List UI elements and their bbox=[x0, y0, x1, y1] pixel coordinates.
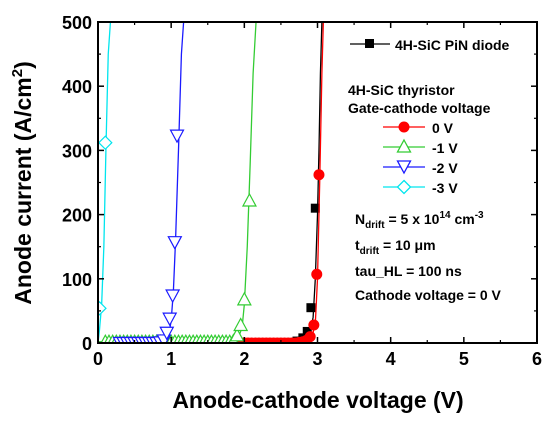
data-point-0-v bbox=[308, 319, 320, 331]
data-point-3-v bbox=[98, 135, 113, 151]
legend-label-1v: -1 V bbox=[432, 140, 458, 156]
y-tick-label: 200 bbox=[62, 206, 92, 226]
data-point-2-v bbox=[169, 129, 185, 144]
legend-label-0v: 0 V bbox=[432, 120, 454, 136]
y-tick-label: 400 bbox=[62, 77, 92, 97]
series-line-0-v bbox=[98, 22, 325, 343]
x-tick-label: 0 bbox=[93, 349, 103, 369]
y-axis-label: Anode current (A/cm2) bbox=[9, 61, 36, 305]
annotation-tdrift: tdrift = 10 μm bbox=[355, 237, 436, 257]
legend-marker-0v bbox=[398, 121, 410, 133]
y-tick-label: 100 bbox=[62, 270, 92, 290]
data-point-0-v bbox=[313, 169, 325, 181]
data-point-2-v bbox=[159, 326, 175, 341]
annotation-tau: tau_HL = 100 ns bbox=[355, 263, 462, 279]
x-axis-label: Anode-cathode voltage (V) bbox=[172, 387, 463, 413]
data-point-4h-sic-pin-diode bbox=[302, 326, 312, 336]
data-point-1-v bbox=[233, 317, 249, 332]
series-line-3-v bbox=[98, 22, 112, 343]
legend-label-pin: 4H-SiC PiN diode bbox=[395, 37, 510, 53]
data-point-4h-sic-pin-diode bbox=[306, 303, 316, 313]
x-tick-label: 3 bbox=[312, 349, 322, 369]
data-point-3-v bbox=[98, 300, 107, 316]
y-tick-label: 0 bbox=[82, 334, 92, 354]
legend-label-2v: -2 V bbox=[432, 160, 458, 176]
legend: 4H-SiC PiN diode 4H-SiC thyristor Gate-c… bbox=[348, 37, 510, 196]
y-tick-label: 500 bbox=[62, 13, 92, 33]
data-point-2-v bbox=[162, 312, 178, 327]
x-tick-label: 5 bbox=[459, 349, 469, 369]
data-point-1-v bbox=[229, 327, 245, 342]
data-point-1-v bbox=[236, 291, 252, 306]
legend-marker-pin bbox=[365, 39, 374, 48]
annotations: Ndrift = 5 x 1014 cm-3 tdrift = 10 μm ta… bbox=[355, 210, 502, 303]
annotation-cathode: Cathode voltage = 0 V bbox=[355, 287, 502, 303]
x-tick-label: 4 bbox=[386, 349, 396, 369]
y-tick-label: 300 bbox=[62, 141, 92, 161]
legend-group-subtitle: Gate-cathode voltage bbox=[348, 100, 491, 116]
data-point-4h-sic-pin-diode bbox=[310, 203, 320, 213]
legend-marker-1v bbox=[396, 138, 412, 153]
x-tick-label: 2 bbox=[239, 349, 249, 369]
legend-marker-3v bbox=[396, 179, 412, 195]
legend-label-3v: -3 V bbox=[432, 180, 458, 196]
data-point-0-v bbox=[304, 331, 316, 343]
data-point-0-v bbox=[311, 268, 323, 280]
legend-marker-2v bbox=[396, 160, 412, 175]
annotation-ndrift: Ndrift = 5 x 1014 cm-3 bbox=[355, 210, 484, 231]
data-point-2-v bbox=[165, 289, 181, 304]
data-point-1-v bbox=[241, 192, 257, 207]
series-line-4h-sic-pin-diode bbox=[98, 22, 323, 343]
x-tick-label: 1 bbox=[166, 349, 176, 369]
data-point-2-v bbox=[167, 236, 183, 250]
series-layer bbox=[98, 22, 325, 343]
legend-group-title: 4H-SiC thyristor bbox=[348, 82, 455, 98]
x-tick-label: 6 bbox=[532, 349, 542, 369]
axes-layer: 0 1 2 3 4 5 6 0 100 200 300 400 500 bbox=[62, 13, 542, 369]
